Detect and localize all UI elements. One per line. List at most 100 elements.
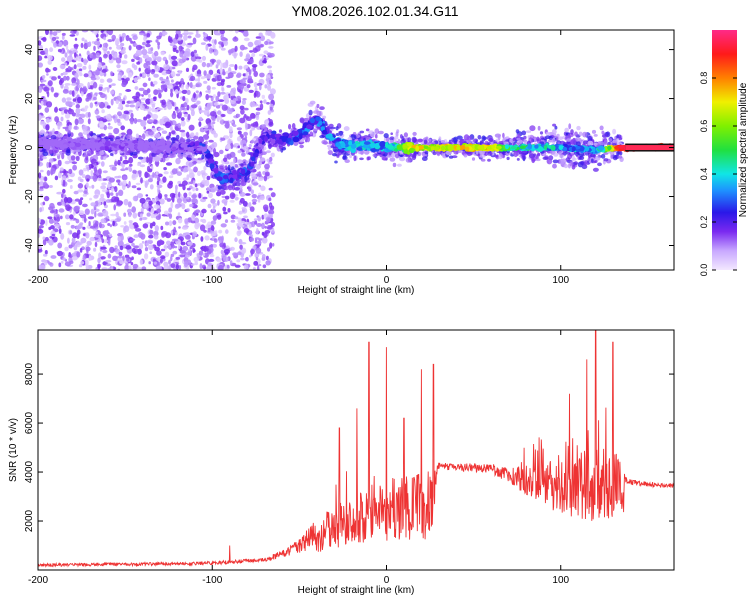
spectrum-cloud: [451, 155, 458, 159]
noise-speckle: [52, 31, 58, 36]
noise-speckle: [126, 257, 130, 262]
noise-speckle: [187, 259, 192, 266]
noise-speckle: [255, 114, 260, 121]
noise-speckle: [101, 189, 108, 193]
spectrum-cloud: [432, 151, 437, 156]
noise-speckle: [212, 215, 218, 222]
noise-speckle: [93, 194, 99, 199]
noise-speckle: [122, 159, 129, 165]
noise-speckle: [62, 188, 66, 194]
noise-speckle: [121, 77, 125, 81]
noise-speckle: [212, 205, 216, 209]
spectrum-cloud: [335, 133, 340, 136]
noise-speckle: [143, 126, 146, 130]
noise-speckle: [234, 63, 238, 71]
noise-speckle: [182, 168, 187, 173]
noise-speckle: [68, 50, 72, 54]
noise-speckle: [170, 263, 176, 269]
noise-speckle: [56, 122, 63, 127]
noise-speckle: [236, 230, 242, 237]
noise-speckle: [42, 201, 46, 206]
noise-speckle: [212, 43, 216, 50]
noise-speckle: [261, 214, 265, 220]
noise-speckle: [174, 89, 179, 95]
noise-speckle: [149, 251, 152, 254]
noise-speckle: [38, 228, 44, 234]
noise-speckle: [47, 262, 53, 265]
noise-speckle: [206, 221, 212, 229]
noise-speckle: [187, 42, 194, 46]
spectrum-cloud: [389, 139, 394, 144]
noise-speckle: [50, 86, 55, 93]
noise-speckle: [203, 128, 209, 131]
noise-speckle: [257, 216, 262, 222]
noise-speckle: [174, 245, 178, 249]
noise-speckle: [248, 201, 252, 209]
noise-speckle: [66, 55, 73, 63]
noise-speckle: [237, 217, 242, 224]
noise-speckle: [186, 266, 190, 270]
spectrum-cloud: [537, 125, 541, 131]
noise-speckle: [61, 175, 67, 182]
noise-speckle: [126, 128, 133, 136]
noise-speckle: [220, 137, 226, 141]
spectrum-cloud: [581, 164, 588, 170]
noise-speckle: [176, 108, 179, 115]
noise-speckle: [172, 47, 177, 53]
spectrum-cloud: [505, 139, 510, 142]
noise-speckle: [248, 144, 252, 148]
noise-speckle: [221, 87, 225, 92]
noise-speckle: [226, 85, 232, 88]
noise-speckle: [48, 239, 54, 246]
noise-speckle: [111, 83, 116, 86]
noise-speckle: [82, 203, 88, 208]
noise-speckle: [190, 75, 196, 81]
noise-speckle: [39, 264, 46, 270]
noise-speckle: [187, 32, 194, 35]
noise-speckle: [53, 42, 57, 48]
noise-speckle: [39, 121, 46, 126]
spectrum-cloud: [480, 158, 486, 162]
noise-speckle: [81, 107, 88, 112]
noise-speckle: [85, 232, 90, 239]
noise-speckle: [193, 92, 196, 99]
noise-speckle: [38, 86, 43, 93]
noise-speckle: [152, 258, 156, 263]
noise-speckle: [106, 78, 113, 83]
noise-speckle: [182, 177, 188, 181]
noise-speckle: [200, 198, 206, 203]
noise-speckle: [144, 180, 149, 186]
noise-speckle: [220, 223, 227, 228]
noise-speckle: [247, 41, 254, 48]
spectrum-cloud: [377, 130, 384, 135]
noise-speckle: [212, 209, 216, 213]
noise-speckle: [244, 58, 250, 62]
noise-speckle: [155, 265, 162, 270]
noise-speckle: [71, 90, 75, 97]
noise-speckle: [175, 33, 179, 40]
noise-speckle: [139, 57, 143, 64]
noise-speckle: [133, 245, 140, 249]
noise-speckle: [170, 201, 174, 209]
noise-speckle: [124, 264, 130, 270]
noise-speckle: [170, 255, 173, 262]
noise-speckle: [250, 249, 253, 257]
noise-speckle: [145, 156, 149, 163]
spectrum-cloud: [48, 149, 54, 155]
spectrum-cloud: [332, 146, 337, 153]
noise-speckle: [109, 233, 112, 238]
noise-speckle: [161, 130, 168, 134]
spectrum-cloud: [423, 139, 428, 145]
noise-speckle: [223, 242, 226, 248]
noise-speckle: [219, 149, 224, 155]
noise-speckle: [108, 177, 116, 183]
noise-speckle: [150, 213, 154, 219]
spectrum-cloud: [237, 159, 243, 164]
noise-speckle: [50, 255, 57, 259]
noise-speckle: [106, 50, 110, 55]
noise-speckle: [261, 94, 265, 99]
noise-speckle: [72, 166, 76, 170]
noise-speckle: [49, 210, 56, 214]
noise-speckle: [157, 176, 161, 182]
noise-speckle: [259, 72, 265, 78]
